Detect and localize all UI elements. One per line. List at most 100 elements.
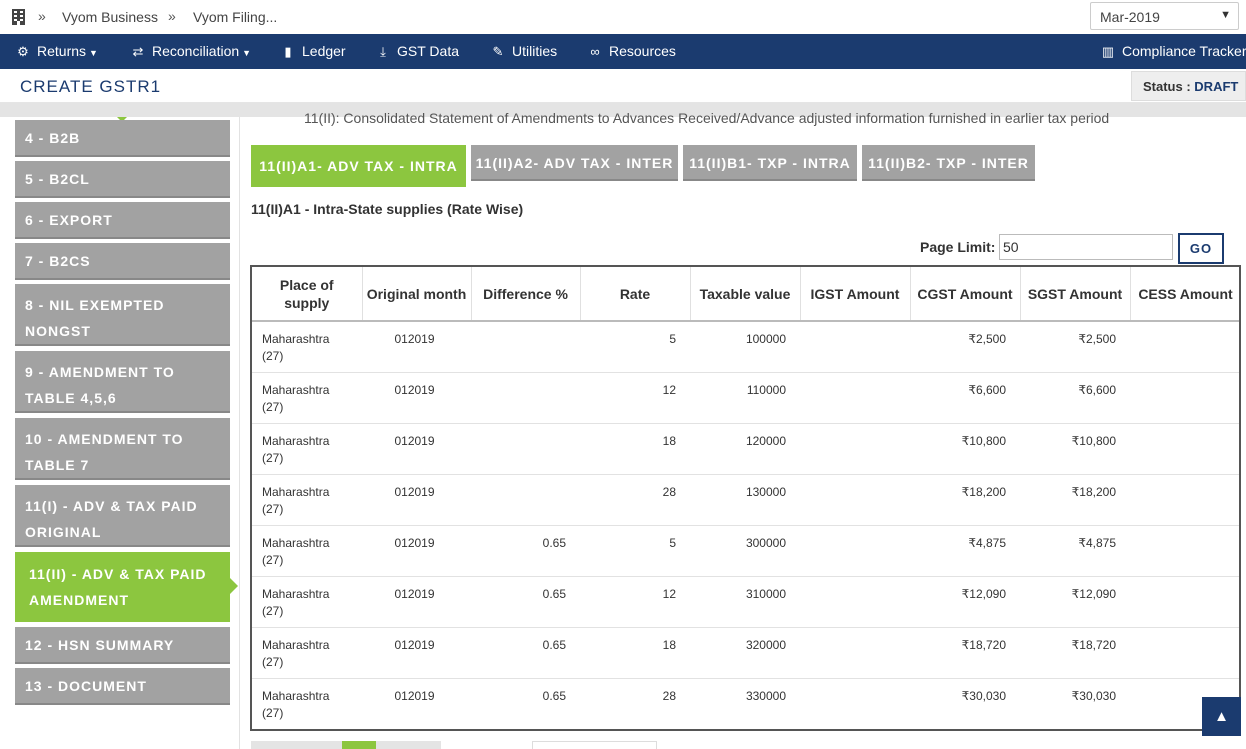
table-cell: 28: [580, 678, 690, 729]
table-row[interactable]: Maharashtra (27) 012019 0.65 5 300000 ₹4,875 ₹…: [252, 525, 1239, 577]
sidebar-item-nil-exempted[interactable]: 8 - NIL EXEMPTED NONGST: [15, 284, 230, 346]
column-header[interactable]: Rate: [580, 267, 691, 322]
nav-gst-data[interactable]: ⤓ GST Data: [375, 34, 459, 69]
table-cell: [1130, 576, 1239, 628]
nav-compliance-tracker[interactable]: ▥ Compliance Tracker: [1100, 34, 1246, 69]
table-cell: [1130, 423, 1239, 475]
table-cell: [1130, 525, 1239, 577]
nav-resources[interactable]: ∞ Resources: [587, 34, 676, 69]
pagination-active-page[interactable]: [342, 741, 376, 749]
gears-icon: ⚙: [17, 44, 29, 59]
column-header[interactable]: IGST Amount: [800, 267, 911, 322]
tab-adv-tax-intra[interactable]: 11(II)A1- ADV TAX - INTRA: [251, 145, 466, 187]
tab-label: 11(II)B2- TXP - INTER: [868, 155, 1029, 171]
column-header[interactable]: SGST Amount: [1020, 267, 1131, 322]
sidebar-item-label: 9 - AMENDMENT TO TABLE 4,5,6: [25, 364, 175, 406]
tab-label: 11(II)A2- ADV TAX - INTER: [475, 155, 674, 171]
nav-returns[interactable]: ⚙ Returns ▼: [15, 34, 98, 69]
table-cell: [800, 321, 910, 373]
table-cell: Maharashtra (27): [252, 372, 362, 424]
table-cell: 320000: [690, 627, 800, 679]
sidebar-item-label: 5 - B2CL: [25, 171, 90, 187]
table-cell: Maharashtra (27): [252, 474, 362, 526]
column-header[interactable]: Taxable value: [690, 267, 801, 322]
nav-utilities[interactable]: ✎ Utilities: [490, 34, 558, 69]
status-label: Status :: [1143, 79, 1195, 94]
table-cell: 12: [580, 372, 690, 424]
table-cell: 012019: [362, 474, 471, 526]
sidebar-item-label: 7 - B2CS: [25, 253, 91, 269]
period-select[interactable]: Mar-2019 ▼: [1090, 2, 1239, 30]
sidebar-item-document-summary[interactable]: 13 - DOCUMENT SUMMARY: [15, 668, 230, 731]
period-select-value: Mar-2019: [1100, 9, 1160, 25]
table-cell: ₹30,030: [910, 678, 1020, 729]
sidebar-item-export[interactable]: 6 - EXPORT: [15, 202, 230, 239]
table-cell: ₹10,800: [1020, 423, 1130, 475]
tab-label: 11(II)B1- TXP - INTRA: [689, 155, 851, 171]
table-cell: 130000: [690, 474, 800, 526]
main-navbar: ⚙ Returns ▼ ⇄ Reconciliation ▼ ▮ Ledger ⤓ GST …: [0, 34, 1246, 69]
sidebar-item-adv-tax-original[interactable]: 11(I) - ADV & TAX PAID ORIGINAL: [15, 485, 230, 547]
table-cell: ₹12,090: [1020, 576, 1130, 628]
table-row[interactable]: Maharashtra (27) 012019 0.65 18 320000 ₹18,72…: [252, 627, 1239, 679]
sidebar-item-b2cl[interactable]: 5 - B2CL: [15, 161, 230, 198]
nav-reconciliation-label: Reconciliation: [152, 43, 240, 59]
pagination-select[interactable]: [532, 741, 657, 749]
table-row[interactable]: Maharashtra (27) 012019 5 100000 ₹2,500 ₹2,50…: [252, 321, 1239, 373]
column-header[interactable]: Difference %: [471, 267, 581, 322]
breadcrumb-filing[interactable]: Vyom Filing...: [193, 9, 278, 25]
go-button[interactable]: GO: [1178, 233, 1224, 264]
column-header[interactable]: CGST Amount: [910, 267, 1021, 322]
table-cell: ₹2,500: [1020, 321, 1130, 373]
table-cell: ₹4,875: [910, 525, 1020, 577]
sidebar-item-label: 13 - DOCUMENT SUMMARY: [25, 678, 147, 731]
table-header-row: Place of supply Original month Differenc…: [252, 267, 1239, 322]
table-cell: 012019: [362, 678, 471, 729]
table-row[interactable]: Maharashtra (27) 012019 18 120000 ₹10,800 ₹10…: [252, 423, 1239, 475]
top-bar: » Vyom Business » Vyom Filing... Mar-201…: [0, 0, 1246, 34]
sidebar-item-amendment-7[interactable]: 10 - AMENDMENT TO TABLE 7: [15, 418, 230, 480]
table-row[interactable]: Maharashtra (27) 012019 12 110000 ₹6,600 ₹6,6…: [252, 372, 1239, 424]
table-cell: Maharashtra (27): [252, 627, 362, 679]
bar-chart-icon: ▥: [1101, 44, 1115, 59]
tab-txp-inter[interactable]: 11(II)B2- TXP - INTER: [862, 145, 1035, 181]
nav-ledger[interactable]: ▮ Ledger: [280, 34, 345, 69]
main-content: 11(II): Consolidated Statement of Amendm…: [241, 110, 1246, 749]
table-cell: 0.65: [471, 576, 580, 628]
building-icon[interactable]: [12, 9, 25, 25]
sidebar-item-amendment-4-5-6[interactable]: 9 - AMENDMENT TO TABLE 4,5,6: [15, 351, 230, 413]
sidebar-item-label: 8 - NIL EXEMPTED NONGST: [25, 297, 165, 339]
caret-down-icon: ▼: [242, 48, 252, 58]
table-cell: [800, 627, 910, 679]
tab-txp-intra[interactable]: 11(II)B1- TXP - INTRA: [683, 145, 857, 181]
caret-down-icon: ▼: [89, 48, 98, 58]
sidebar-item-hsn-summary[interactable]: 12 - HSN SUMMARY: [15, 627, 230, 664]
table-cell: ₹10,800: [910, 423, 1020, 475]
scroll-to-top-button[interactable]: ▲: [1202, 697, 1241, 736]
table-cell: 120000: [690, 423, 800, 475]
breadcrumb-business[interactable]: Vyom Business: [62, 9, 158, 25]
sidebar-item-label: 11(II) - ADV & TAX PAID AMENDMENT: [29, 566, 207, 608]
table-row[interactable]: Maharashtra (27) 012019 28 130000 ₹18,200 ₹18…: [252, 474, 1239, 526]
sidebar-item-adv-tax-amendment[interactable]: 11(II) - ADV & TAX PAID AMENDMENT: [15, 552, 238, 622]
table-cell: ₹18,720: [1020, 627, 1130, 679]
pagination-bar[interactable]: [251, 741, 441, 749]
table-cell: 012019: [362, 525, 471, 577]
tab-adv-tax-inter[interactable]: 11(II)A2- ADV TAX - INTER: [471, 145, 678, 181]
table-cell: [471, 474, 580, 526]
table-cell: ₹18,200: [1020, 474, 1130, 526]
column-header[interactable]: Original month: [362, 267, 472, 322]
sidebar-item-b2cs[interactable]: 7 - B2CS: [15, 243, 230, 280]
column-header[interactable]: Place of supply: [252, 267, 363, 322]
page-limit-input[interactable]: [999, 234, 1173, 260]
column-header[interactable]: CESS Amount: [1130, 267, 1239, 322]
nav-resources-label: Resources: [609, 43, 676, 59]
table-row[interactable]: Maharashtra (27) 012019 0.65 28 330000 ₹30,03…: [252, 678, 1239, 729]
table-cell: ₹6,600: [910, 372, 1020, 424]
nav-reconciliation[interactable]: ⇄ Reconciliation ▼: [130, 34, 252, 69]
sidebar-item-b2b[interactable]: 4 - B2B: [15, 120, 230, 157]
sidebar-item-label: 10 - AMENDMENT TO TABLE 7: [25, 431, 184, 473]
table-row[interactable]: Maharashtra (27) 012019 0.65 12 310000 ₹12,09…: [252, 576, 1239, 628]
page-limit-label: Page Limit:: [920, 239, 996, 255]
table-cell: ₹12,090: [910, 576, 1020, 628]
